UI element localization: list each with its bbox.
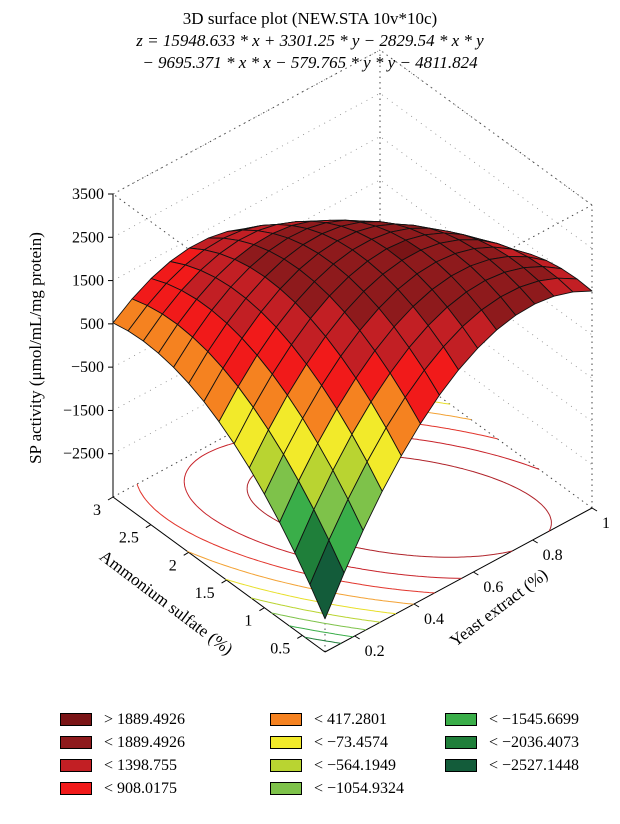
x-tick-mark bbox=[354, 635, 360, 640]
legend-swatch bbox=[445, 713, 477, 726]
y-tick-mark bbox=[145, 524, 152, 529]
legend-item: > 1889.4926 bbox=[60, 708, 185, 731]
y-tick-label: 0.5 bbox=[270, 640, 290, 657]
x-tick-mark bbox=[413, 603, 420, 608]
y-tick-mark bbox=[107, 496, 114, 501]
y-tick-label: 1 bbox=[244, 613, 252, 630]
z-tick-label: −1500 bbox=[63, 402, 104, 419]
legend-label: < 908.0175 bbox=[104, 779, 178, 797]
legend-item: < −2036.4073 bbox=[445, 731, 579, 754]
x-tick-label: 1 bbox=[602, 515, 610, 532]
legend-item: < 1398.755 bbox=[60, 754, 185, 777]
legend-label: < 1398.755 bbox=[104, 756, 178, 774]
legend-item: < −564.1949 bbox=[270, 754, 404, 777]
legend-label: < −2527.1448 bbox=[489, 756, 580, 774]
y-tick-label: 3 bbox=[93, 502, 101, 519]
y-tick-label: 2.5 bbox=[119, 530, 139, 547]
legend-item: < −1545.6699 bbox=[445, 708, 579, 731]
legend-item: < 417.2801 bbox=[270, 708, 404, 731]
z-tick-label: 1500 bbox=[72, 273, 104, 290]
legend-item: < −2527.1448 bbox=[445, 754, 579, 777]
x-tick-mark bbox=[473, 571, 479, 576]
x-tick-mark bbox=[591, 507, 598, 512]
legend-column: < −1545.6699 < −2036.4073 < −2527.1448 bbox=[445, 708, 579, 777]
legend-item: < 1889.4926 bbox=[60, 731, 185, 754]
legend-swatch bbox=[445, 759, 477, 772]
surface-patch bbox=[309, 539, 345, 620]
surface-plot: 3500 2500 1500 500 −500 −1500 −2500 0.5 1 1.5 2 2.5… bbox=[26, 49, 610, 660]
legend-swatch bbox=[270, 759, 302, 772]
x-axis-line bbox=[324, 507, 593, 653]
legend-item: < −1054.9324 bbox=[270, 777, 404, 800]
z-tick-label: −500 bbox=[71, 359, 104, 376]
y-tick-mark bbox=[183, 551, 189, 556]
legend-label: < −73.4574 bbox=[314, 733, 389, 751]
z-tick-label: −2500 bbox=[63, 446, 104, 463]
legend-swatch bbox=[270, 782, 302, 795]
z-tick-label: 3500 bbox=[72, 186, 104, 203]
legend-swatch bbox=[60, 759, 92, 772]
x-tick-mark bbox=[532, 539, 538, 544]
legend-label: < −1054.9324 bbox=[314, 779, 405, 797]
chart-title-block: 3D surface plot (NEW.STA 10v*10c) z = 15… bbox=[0, 8, 620, 74]
y-tick-mark bbox=[221, 579, 227, 584]
y-tick-mark bbox=[297, 634, 303, 639]
x-tick-label: 0.4 bbox=[424, 611, 444, 628]
box-edge bbox=[112, 49, 381, 195]
legend-label: < −2036.4073 bbox=[489, 733, 580, 751]
legend-label: < 417.2801 bbox=[314, 710, 388, 728]
x-tick-label: 0.8 bbox=[543, 547, 563, 564]
z-axis-label: SP activity (μmol/mL/mg protein) bbox=[26, 232, 45, 464]
equation-line-2: − 9695.371 * x * x − 579.765 * y * y − 4… bbox=[142, 53, 478, 72]
legend-item: < −73.4574 bbox=[270, 731, 404, 754]
legend-label: < −564.1949 bbox=[314, 756, 397, 774]
y-tick-label: 1.5 bbox=[195, 585, 215, 602]
legend-swatch bbox=[445, 736, 477, 749]
legend-swatch bbox=[60, 782, 92, 795]
y-axis-label: Ammonium sulfate (%) bbox=[96, 546, 236, 658]
y-tick-mark bbox=[259, 607, 265, 612]
x-tick-label: 0.2 bbox=[365, 643, 385, 660]
z-tick-label: 500 bbox=[80, 316, 104, 333]
legend-label: < −1545.6699 bbox=[489, 710, 580, 728]
x-tick-label: 0.6 bbox=[483, 579, 503, 596]
chart-title: 3D surface plot (NEW.STA 10v*10c) bbox=[182, 9, 438, 28]
surface-mesh bbox=[112, 219, 593, 620]
box-edge bbox=[112, 352, 381, 498]
z-tick-label: 2500 bbox=[72, 229, 104, 246]
legend-label: > 1889.4926 bbox=[104, 710, 186, 728]
legend-item: < 908.0175 bbox=[60, 777, 185, 800]
legend-column: > 1889.4926 < 1889.4926 < 1398.755 < 908.01… bbox=[60, 708, 185, 800]
legend-swatch bbox=[60, 713, 92, 726]
legend-swatch bbox=[270, 736, 302, 749]
legend-column: < 417.2801 < −73.4574 < −564.1949 < −1054.9… bbox=[270, 708, 404, 800]
legend-swatch bbox=[270, 713, 302, 726]
legend-swatch bbox=[60, 736, 92, 749]
y-tick-label: 2 bbox=[169, 557, 177, 574]
axis-ticks: 3500 2500 1500 500 −500 −1500 −2500 0.5 1 1.5 2 2.5… bbox=[63, 186, 610, 660]
equation-line-1: z = 15948.633 * x + 3301.25 * y − 2829.5… bbox=[136, 31, 484, 50]
legend-label: < 1889.4926 bbox=[104, 733, 186, 751]
